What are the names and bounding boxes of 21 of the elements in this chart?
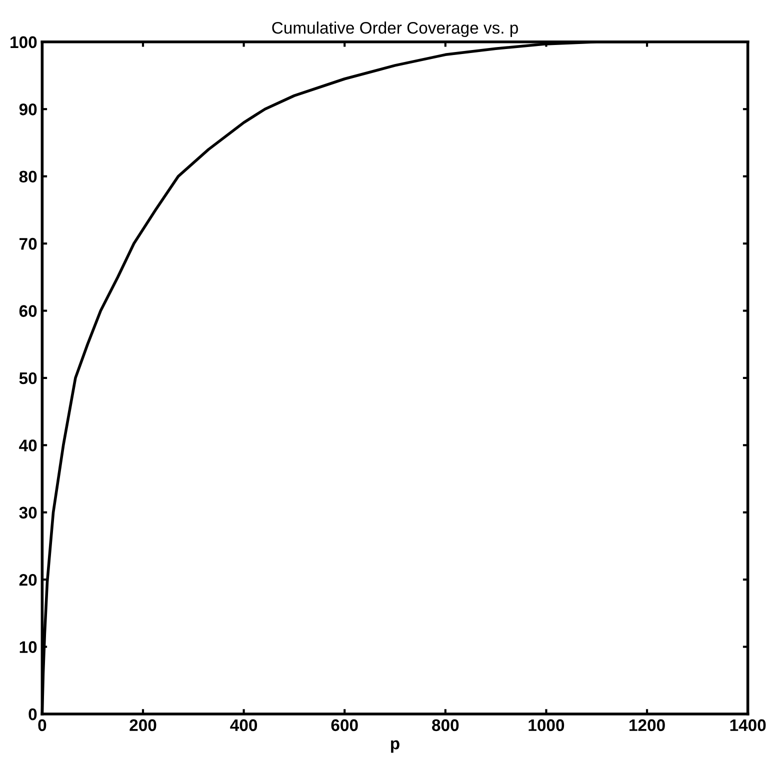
y-tick-label: 30	[19, 506, 37, 519]
x-tick-label: 200	[130, 719, 156, 732]
chart-title: Cumulative Order Coverage vs. p	[272, 22, 518, 38]
x-tick-label: 1200	[630, 719, 665, 732]
x-tick-label: 600	[331, 719, 358, 732]
x-axis-title: p	[391, 740, 400, 753]
x-tick-label: 1000	[528, 719, 564, 732]
y-tick-label: 100	[10, 36, 37, 48]
x-tick-label: 400	[230, 719, 258, 732]
y-tick-label: 60	[19, 305, 37, 317]
x-tick-label: 800	[432, 719, 459, 732]
y-tick-label: 10	[20, 641, 37, 653]
y-tick-label: 90	[19, 104, 37, 116]
y-tick-label: 50	[19, 372, 37, 384]
x-tick-label: 0	[38, 719, 46, 732]
y-tick-label: 40	[19, 440, 37, 452]
y-tick-label: 70	[20, 238, 37, 250]
x-tick-label: 1400	[730, 719, 766, 732]
y-tick-label: 80	[19, 170, 37, 183]
y-tick-label: 20	[19, 574, 37, 586]
y-tick-label: 0	[28, 708, 37, 720]
